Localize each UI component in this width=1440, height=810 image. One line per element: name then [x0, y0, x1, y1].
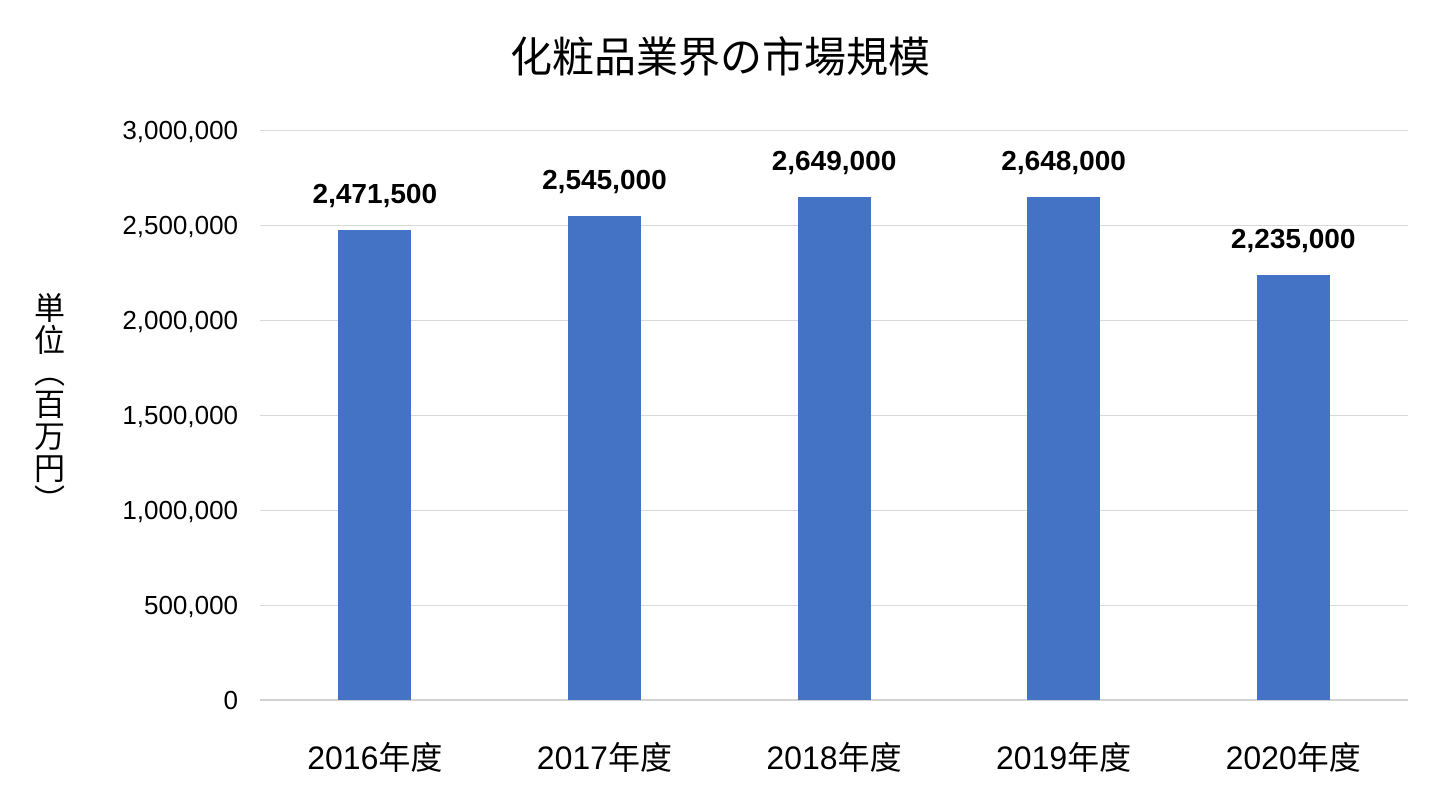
x-axis-line [260, 699, 1408, 701]
x-axis-labels: 2016年度 2017年度 2018年度 2019年度 2020年度 [260, 740, 1408, 782]
bar-2019年度 [1027, 196, 1101, 700]
x-axis-label: 2019年度 [995, 740, 1132, 776]
chart-title: 化粧品業界の市場規模 [509, 34, 930, 81]
bar-value-label: 2,235,000 [1230, 223, 1356, 255]
y-axis-tick-label: 0 [223, 685, 238, 715]
bar-2016年度 [338, 230, 412, 700]
y-axis-tick-label: 500,000 [144, 590, 238, 620]
bar-2017年度 [567, 216, 641, 700]
x-axis-label: 2016年度 [307, 740, 443, 776]
bar-2020年度 [1256, 275, 1330, 700]
bar-value-label: 2,471,500 [312, 178, 438, 210]
gridline [260, 130, 1408, 131]
plot-area: 2,471,500 2,545,000 2,649,000 2,648,000 2,23… [260, 130, 1408, 701]
bar-2018年度 [797, 196, 871, 700]
x-axis-label: 2017年度 [536, 740, 672, 776]
bar-value-label: 2,545,000 [542, 164, 667, 196]
y-axis-tick-label: 3,000,000 [122, 115, 238, 145]
y-axis-tick-label: 1,500,000 [122, 400, 238, 430]
bar-value-label: 2,648,000 [1001, 144, 1126, 176]
x-axis-label: 2020年度 [1225, 740, 1361, 776]
x-axis-label: 2018年度 [766, 740, 902, 776]
y-axis-tick-label: 2,000,000 [122, 305, 238, 335]
y-axis-tick-label: 2,500,000 [122, 210, 238, 240]
y-axis-tick-label: 1,000,000 [122, 495, 238, 525]
bar-value-label: 2,649,000 [771, 144, 897, 176]
y-axis-tick-labels: 0 500,000 1,000,000 1,500,000 2,000,000 2,500… [0, 115, 238, 715]
y-axis-title: 単位（百万円） [29, 292, 64, 516]
